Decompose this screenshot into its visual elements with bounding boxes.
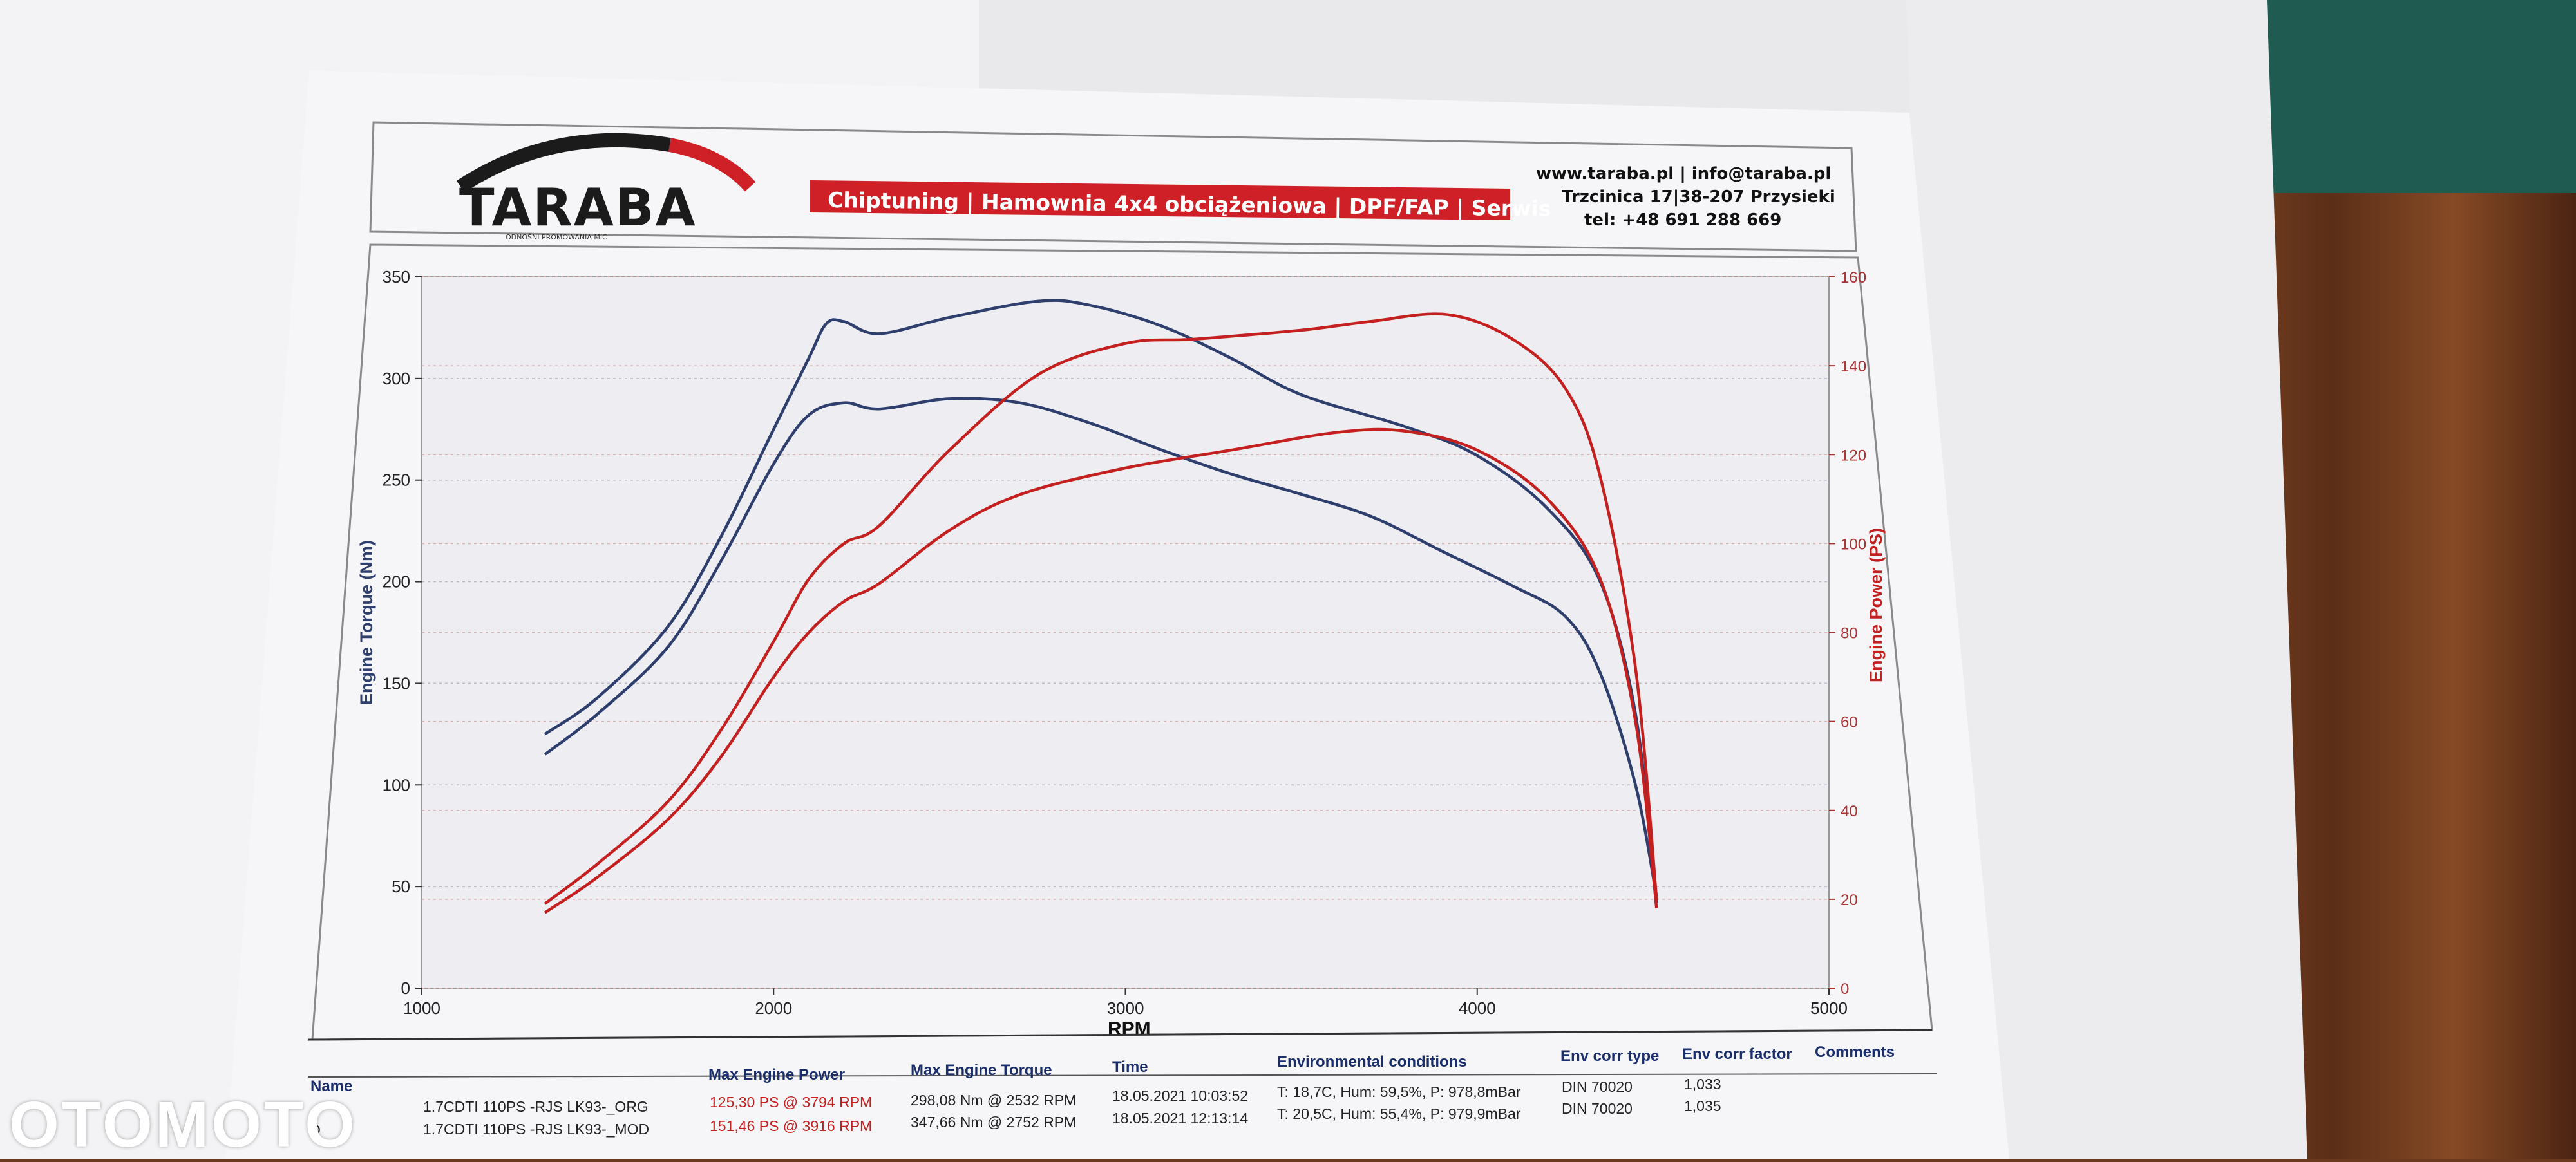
x-axis-title: RPM [1108,1018,1151,1040]
y2-tick-label: 140 [1841,358,1866,375]
services-ribbon [810,180,1510,220]
x-tick-label: 3000 [1107,998,1144,1018]
y2-tick-label: 80 [1841,625,1858,642]
y2-tick-label: 40 [1841,803,1858,820]
y-tick-label: 0 [401,979,410,998]
row1-max-torque: 298,08 Nm @ 2532 RPM [911,1092,1076,1109]
table-header-max-torque: Max Engine Torque [911,1062,1052,1079]
row2-env-corr-type: DIN 70020 [1562,1100,1633,1117]
row2-name: 1.7CDTI 110PS -RJS LK93-_MOD [423,1121,649,1138]
row2-time: 18.05.2021 12:13:14 [1112,1110,1248,1127]
table-top-border [307,1029,1933,1041]
y-tick-label: 150 [383,673,410,693]
logo-arc-red [668,138,756,192]
y2-tick-label: 60 [1841,714,1858,731]
table-header-name: Name [310,1078,352,1095]
table-divider [307,1073,1938,1078]
header-frame [369,121,1857,252]
row2-env-corr-factor: 1,035 [1684,1098,1721,1114]
x-tick-label: 5000 [1810,998,1848,1018]
results-table: Name Max Engine Power Max Engine Torque … [307,1029,1938,1138]
x-tick-label: 2000 [755,998,792,1018]
row2-prefix: O [309,1121,321,1138]
y2-tick-label: 160 [1841,269,1866,286]
logo-arc [456,133,671,193]
otomoto-watermark: OTOMOTO [9,1089,357,1161]
torque-curve-org [544,397,1658,897]
y-tick-label: 250 [383,471,410,490]
y2-tick-label: 0 [1841,980,1849,998]
power-curve-mod [544,312,1658,905]
row1-time: 18.05.2021 10:03:52 [1112,1087,1248,1104]
logo-text: TARABA [459,178,697,238]
series-lines [544,299,1658,914]
axis-ticks: 1000 2000 3000 4000 500005010015020025030035… [383,267,1866,1018]
row1-max-power: 125,30 PS @ 3794 RPM [710,1094,872,1110]
row1-env-corr-type: DIN 70020 [1562,1078,1633,1095]
y-axis-title: Engine Torque (Nm) [357,540,376,705]
plot-area: 1000 2000 3000 4000 500005010015020025030035… [383,267,1866,1018]
table-header-env-corr-type: Env corr type [1560,1047,1659,1065]
row1-env-corr-factor: 1,033 [1684,1076,1721,1092]
table-header-env-corr-factor: Env corr factor [1682,1045,1792,1063]
y-tick-label: 200 [383,572,410,592]
y2-axis-title: Engine Power (PS) [1866,528,1886,682]
contact-phone: tel: +48 691 288 669 [1584,211,1781,230]
table-header-time: Time [1112,1058,1148,1076]
power-curve-org [544,427,1658,914]
x-tick-label: 1000 [403,998,440,1018]
table-header-max-power: Max Engine Power [708,1066,845,1083]
y-tick-label: 300 [383,369,410,388]
y2-tick-label: 20 [1841,892,1858,909]
y-tick-label: 100 [383,775,410,794]
row2-max-torque: 347,66 Nm @ 2752 RPM [911,1114,1076,1130]
contact-web: www.taraba.pl | info@taraba.pl [1536,164,1831,183]
y2-tick-label: 100 [1841,536,1866,553]
table-header-comments: Comments [1815,1044,1895,1061]
grid-lines [422,276,1829,989]
logo-subtext: ODNOŚNI PROMOWANIA MIC [506,233,607,241]
taraba-logo: TARABA ODNOŚNI PROMOWANIA MIC [456,133,756,241]
row2-max-power: 151,46 PS @ 3916 RPM [710,1118,872,1134]
y-tick-label: 50 [392,877,410,896]
torque-curve-mod [544,299,1658,903]
contact-address: Trzcinica 17|38-207 Przysieki [1562,187,1835,207]
row1-env-conditions: T: 18,7C, Hum: 59,5%, P: 978,8mBar [1277,1083,1521,1100]
row2-env-conditions: T: 20,5C, Hum: 55,4%, P: 979,9mBar [1277,1105,1521,1122]
x-tick-label: 4000 [1459,998,1496,1018]
row1-name: 1.7CDTI 110PS -RJS LK93-_ORG [423,1098,649,1115]
table-header-env-conditions: Environmental conditions [1277,1053,1467,1071]
y2-tick-label: 120 [1841,447,1866,464]
y-tick-label: 350 [383,267,410,286]
